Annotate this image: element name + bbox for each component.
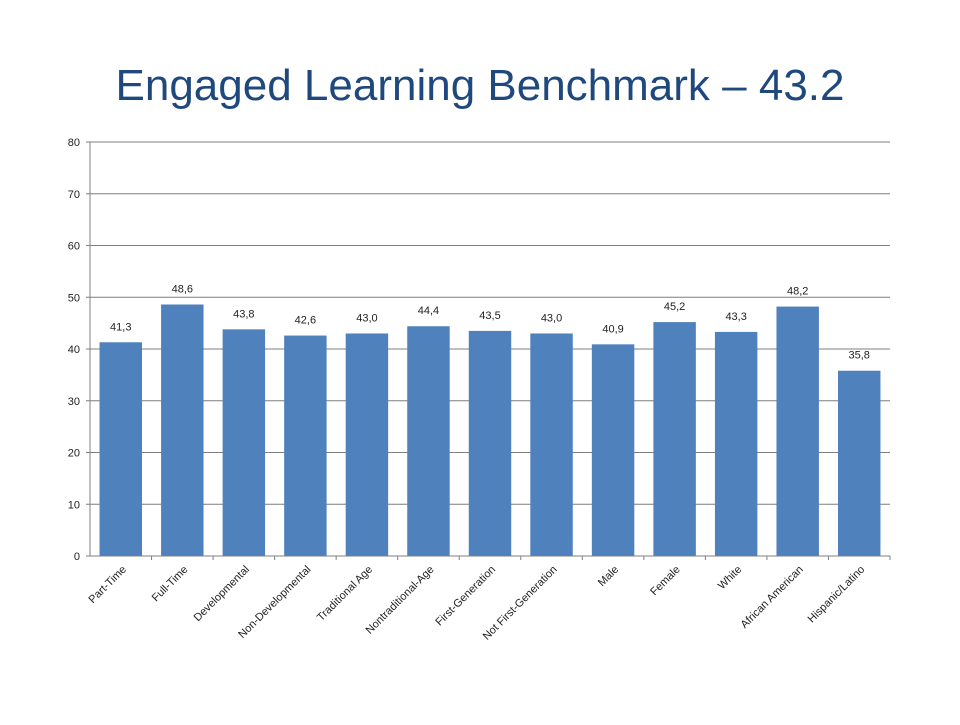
data-label: 48,2 xyxy=(787,286,808,298)
x-tick-label: Male xyxy=(596,564,621,589)
bar xyxy=(530,333,573,556)
data-label: 44,4 xyxy=(418,305,439,317)
bar xyxy=(345,333,389,556)
bar xyxy=(776,306,819,556)
bar xyxy=(222,329,266,556)
y-tick-label: 60 xyxy=(68,241,80,253)
bar xyxy=(161,304,204,556)
x-tick-label: Traditional Age xyxy=(315,564,375,624)
x-tick-label: White xyxy=(716,564,744,592)
data-label: 43,3 xyxy=(725,311,746,323)
y-tick-label: 40 xyxy=(68,344,80,356)
x-tick-label: Developmental xyxy=(192,564,252,624)
data-label: 42,6 xyxy=(295,315,316,327)
data-label: 43,5 xyxy=(479,310,500,322)
y-tick-label: 30 xyxy=(68,396,80,408)
data-label: 41,3 xyxy=(110,321,131,333)
bar xyxy=(714,331,758,556)
x-tick-label: African American xyxy=(739,564,806,631)
data-label: 43,0 xyxy=(356,312,377,324)
y-tick-label: 20 xyxy=(68,448,80,460)
y-tick-label: 70 xyxy=(68,189,80,201)
x-tick-label: Female xyxy=(648,564,682,598)
data-label: 40,9 xyxy=(602,323,623,335)
bar xyxy=(99,342,142,556)
y-tick-label: 0 xyxy=(74,551,80,563)
data-label: 43,0 xyxy=(541,312,562,324)
data-label: 35,8 xyxy=(849,350,870,362)
bar xyxy=(653,322,696,556)
chart-title: Engaged Learning Benchmark – 43.2 xyxy=(115,61,845,110)
bars xyxy=(99,304,881,556)
axes xyxy=(86,141,891,560)
data-label: 48,6 xyxy=(172,283,193,295)
bar xyxy=(838,370,881,556)
y-tick-label: 10 xyxy=(68,499,80,511)
x-tick-label: Full-Time xyxy=(150,564,191,605)
data-label: 43,8 xyxy=(233,308,254,320)
x-tick-label: First-Generation xyxy=(433,564,498,629)
x-tick-label: Nontraditional-Age xyxy=(364,564,437,637)
x-tick-label: Hispanic/Latino xyxy=(806,564,868,626)
bar xyxy=(468,330,512,556)
bar xyxy=(284,335,327,556)
data-label: 45,2 xyxy=(664,301,685,313)
bar xyxy=(591,344,635,556)
y-tick-label: 80 xyxy=(68,137,80,149)
bar xyxy=(407,326,450,556)
y-tick-label: 50 xyxy=(68,292,80,304)
x-tick-label: Part-Time xyxy=(87,564,129,606)
